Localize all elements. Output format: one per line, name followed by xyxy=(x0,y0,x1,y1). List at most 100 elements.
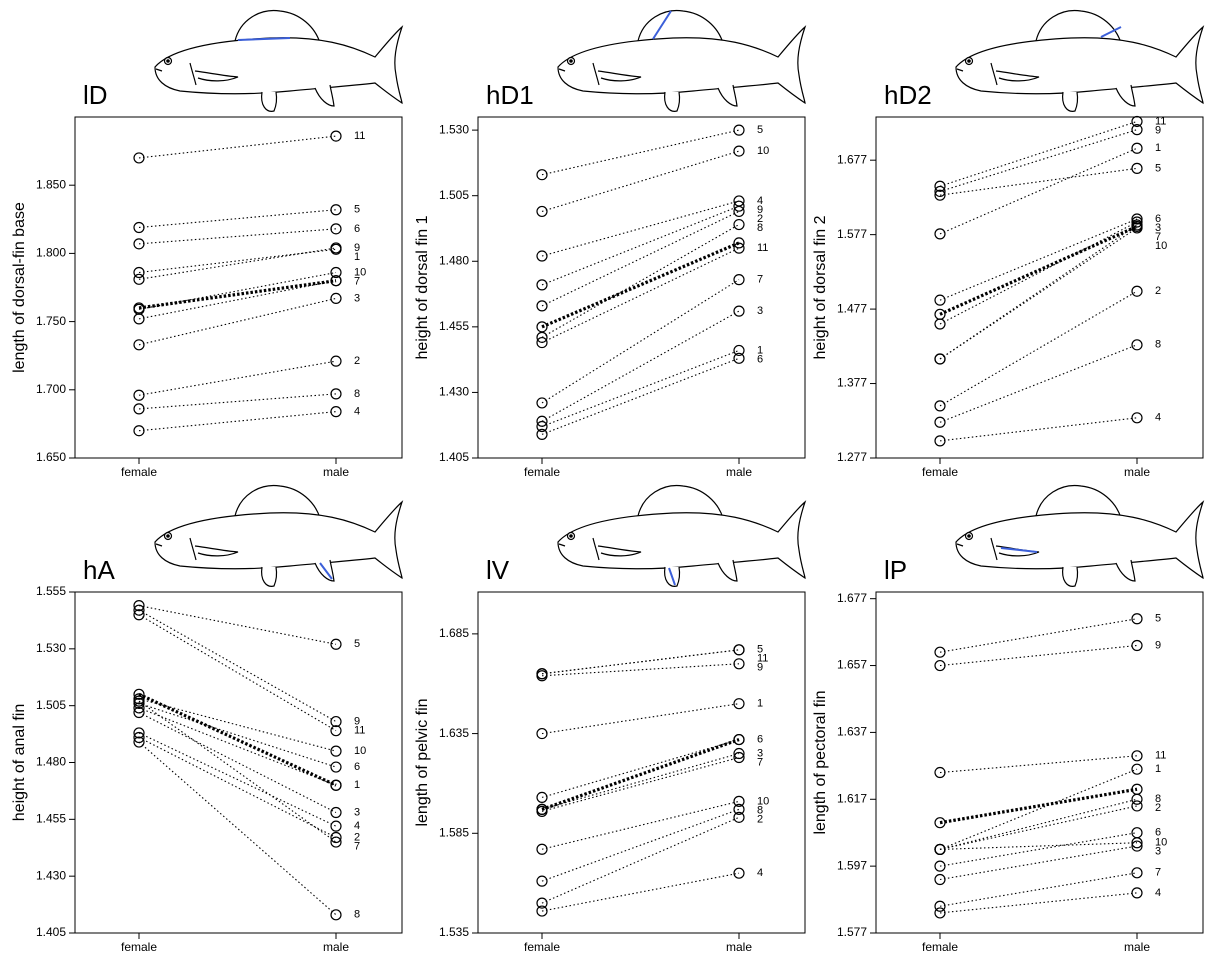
series-label: 5 xyxy=(354,638,360,650)
y-tick-label: 1.555 xyxy=(36,584,66,598)
point xyxy=(330,820,342,832)
pair-line xyxy=(138,609,337,723)
pair-line xyxy=(939,218,1138,301)
fish xyxy=(955,9,1204,112)
point xyxy=(1131,412,1143,424)
point xyxy=(733,733,745,746)
point xyxy=(536,279,548,291)
pair-line xyxy=(138,228,337,245)
point xyxy=(934,400,946,412)
point xyxy=(733,352,745,364)
series-label: 6 xyxy=(1155,213,1161,225)
pair-line xyxy=(939,167,1138,196)
point xyxy=(733,658,745,670)
point xyxy=(733,218,745,231)
pair-line xyxy=(939,344,1138,423)
series-label: 7 xyxy=(354,840,360,852)
point xyxy=(330,406,342,418)
point xyxy=(1131,783,1143,795)
point xyxy=(330,836,342,848)
point xyxy=(536,791,548,803)
point xyxy=(733,242,745,254)
plot-frame xyxy=(477,116,806,459)
pair-line xyxy=(541,129,740,176)
point xyxy=(1131,867,1143,879)
pair-line xyxy=(138,732,337,827)
pair-line xyxy=(138,605,337,645)
series-label: 11 xyxy=(757,653,768,665)
point xyxy=(330,761,342,773)
pair-line xyxy=(939,120,1138,187)
x-tick-label: female xyxy=(524,940,560,954)
series-label: 7 xyxy=(1155,867,1161,879)
series-label: 5 xyxy=(757,644,763,656)
series-label: 1 xyxy=(757,698,763,710)
series-label: 8 xyxy=(1155,793,1161,805)
point xyxy=(330,725,342,737)
point xyxy=(536,727,548,740)
pair-line xyxy=(939,832,1138,867)
series-label: 4 xyxy=(757,195,763,207)
pair-line xyxy=(541,872,740,912)
point xyxy=(934,435,946,447)
point xyxy=(934,860,946,872)
plot-frame xyxy=(74,591,403,934)
y-tick-label: 1.477 xyxy=(837,301,867,315)
point xyxy=(133,238,145,250)
point xyxy=(1131,339,1143,351)
pair-line xyxy=(138,741,337,916)
pair-line xyxy=(541,247,740,344)
pair-line xyxy=(138,248,337,274)
point xyxy=(536,428,548,440)
point xyxy=(1131,827,1143,839)
point xyxy=(133,403,145,415)
point xyxy=(733,644,745,656)
x-tick-label: male xyxy=(726,940,752,954)
series-label: 8 xyxy=(757,804,763,816)
fish-illustration xyxy=(154,484,403,587)
point xyxy=(1131,793,1143,805)
pair-line xyxy=(939,227,1138,360)
point xyxy=(1131,162,1143,174)
y-tick-label: 1.800 xyxy=(36,246,66,260)
pair-line xyxy=(939,787,1138,825)
point xyxy=(330,242,342,254)
point xyxy=(330,638,342,650)
point xyxy=(1131,639,1143,652)
pair-line xyxy=(541,200,740,257)
x-tick-label: female xyxy=(922,465,958,479)
y-axis-label: height of dorsal fin 2 xyxy=(812,215,829,359)
series-label: 3 xyxy=(1155,222,1161,234)
y-axis-label: length of pectoral fin xyxy=(812,690,829,834)
series-label: 7 xyxy=(354,275,360,287)
pair-line xyxy=(939,755,1138,774)
point xyxy=(536,905,548,917)
point xyxy=(133,736,145,748)
series-label: 2 xyxy=(1155,285,1161,297)
y-axis-label: length of dorsal-fin base xyxy=(11,202,28,373)
point xyxy=(536,803,548,815)
series-label: 5 xyxy=(354,204,360,216)
series-label: 6 xyxy=(1155,827,1161,839)
panel-title: hD1 xyxy=(486,80,534,110)
point xyxy=(934,228,946,240)
point xyxy=(536,897,548,909)
series-label: 1 xyxy=(1155,142,1161,154)
y-tick-label: 1.455 xyxy=(439,319,469,333)
y-tick-label: 1.617 xyxy=(837,791,867,805)
pair-line xyxy=(541,649,740,675)
series-label: 1 xyxy=(354,251,360,263)
series-label: 2 xyxy=(354,355,360,367)
series-label: 11 xyxy=(354,725,365,737)
point xyxy=(133,425,145,437)
y-tick-label: 1.700 xyxy=(36,382,66,396)
pair-line xyxy=(541,703,740,735)
point xyxy=(536,336,548,349)
pair-line xyxy=(939,618,1138,653)
point xyxy=(1131,285,1143,297)
series-label: 11 xyxy=(757,242,768,254)
point xyxy=(733,867,745,879)
series-label: 4 xyxy=(757,867,763,879)
point xyxy=(934,294,946,306)
point xyxy=(133,727,145,739)
